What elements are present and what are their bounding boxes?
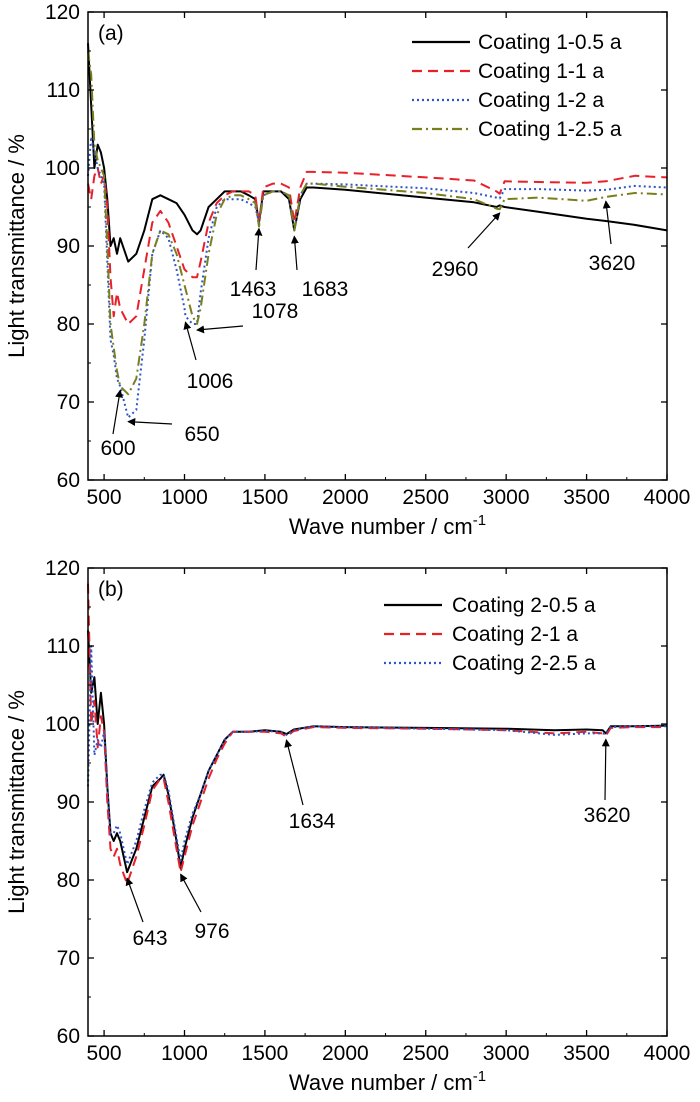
x-tick-label: 1500 (242, 486, 289, 509)
annotation-label: 3620 (589, 252, 636, 275)
y-tick-label: 110 (47, 635, 80, 658)
x-tick-label: 500 (87, 486, 122, 509)
series-line-4 (87, 50, 668, 396)
legend-entry-label: Coating 2-2.5 a (452, 652, 596, 675)
x-tick-label: 2000 (322, 486, 369, 509)
plot-frame (87, 567, 668, 1037)
annotation-label: 1006 (187, 370, 234, 393)
annotation-arrow (112, 389, 123, 435)
series-line-2 (87, 167, 668, 325)
panel-label: (b) (98, 578, 124, 601)
legend-entry-label: Coating 1-0.5 a (478, 31, 622, 54)
y-tick-label: 90 (57, 791, 80, 814)
y-tick-label: 70 (57, 947, 80, 970)
y-axis-label: Light transmittance / % (4, 690, 29, 914)
series-line-3 (87, 135, 668, 419)
legend-entry-label: Coating 2-0.5 a (452, 594, 596, 617)
series-line-1 (87, 43, 668, 263)
annotation-label: 976 (194, 920, 229, 943)
annotation-label: 3620 (584, 804, 631, 827)
x-tick-label: 2500 (402, 1042, 449, 1065)
annotation-arrow (125, 877, 144, 923)
x-tick-label: 3500 (563, 1042, 610, 1065)
annotation-arrow (602, 200, 612, 245)
panel-label: (a) (98, 22, 124, 45)
y-tick-label: 120 (45, 557, 80, 580)
annotation-arrow (180, 873, 202, 913)
series-line-2 (87, 583, 667, 885)
annotation-arrow (601, 738, 610, 801)
annotation-arrow (196, 325, 244, 334)
y-tick-label: 80 (57, 869, 80, 892)
x-tick-label: 500 (87, 1042, 122, 1065)
annotation-label: 1078 (252, 300, 299, 323)
x-tick-label: 2500 (402, 486, 449, 509)
annotation-arrow (290, 235, 299, 271)
x-tick-label: 3500 (563, 486, 610, 509)
annotation-label: 1683 (302, 278, 349, 301)
x-tick-label: 3000 (483, 1042, 530, 1065)
legend-entry-label: Coating 1-1 a (478, 60, 604, 83)
y-tick-label: 60 (57, 1025, 80, 1048)
legend-entry-label: Coating 1-2.5 a (478, 118, 622, 141)
chart-panel-b: 500 1000 1500 2000 2500 3000 3500 4000 60 70 80 90 1… (4, 557, 690, 1095)
annotation-arrow (127, 417, 173, 426)
legend-entry-label: Coating 2-1 a (452, 623, 578, 646)
x-tick-label: 4000 (644, 486, 691, 509)
x-tick-label: 1000 (161, 486, 208, 509)
x-axis-label: Wave number / cm-1 (289, 512, 486, 539)
annotation-label: 1463 (230, 278, 277, 301)
y-tick-label: 90 (57, 235, 80, 258)
annotation-label: 643 (132, 927, 167, 950)
chart-panel-a: 500 1000 1500 2000 2500 3000 3500 4000 60 70 80 90 1… (4, 1, 690, 539)
annotation-arrow (467, 212, 501, 249)
annotation-label: 600 (100, 437, 135, 460)
x-axis-label: Wave number / cm-1 (289, 1068, 486, 1095)
y-tick-label: 60 (57, 469, 80, 492)
annotation-label: 2960 (432, 258, 479, 281)
y-tick-label: 70 (57, 391, 80, 414)
x-tick-label: 3000 (483, 486, 530, 509)
y-tick-label: 110 (47, 79, 80, 102)
annotation-arrow (254, 227, 263, 271)
annotation-arrow (183, 321, 197, 361)
annotation-arrow (284, 739, 304, 806)
x-tick-label: 1000 (161, 1042, 208, 1065)
y-tick-label: 100 (45, 157, 80, 180)
series-line-3 (87, 645, 667, 866)
y-tick-label: 120 (45, 1, 80, 24)
annotation-label: 1634 (289, 810, 336, 833)
annotation-label: 650 (184, 423, 219, 446)
y-axis-label: Light transmittance / % (4, 134, 29, 358)
x-tick-label: 1500 (242, 1042, 289, 1065)
legend-entry-label: Coating 1-2 a (478, 89, 604, 112)
x-tick-label: 4000 (644, 1042, 691, 1065)
y-tick-label: 80 (57, 313, 80, 336)
y-tick-label: 100 (45, 713, 80, 736)
x-tick-label: 2000 (322, 1042, 369, 1065)
